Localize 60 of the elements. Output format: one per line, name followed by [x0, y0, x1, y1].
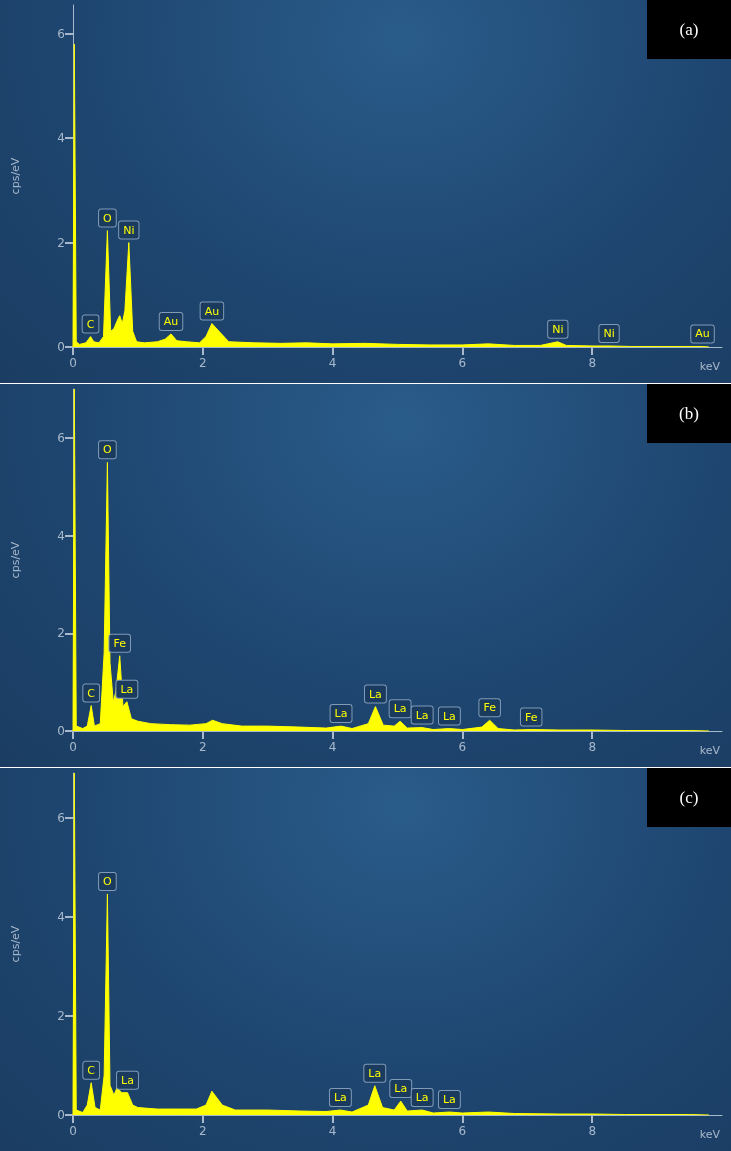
y-axis-title: cps/eV: [9, 925, 22, 963]
x-axis-title: keV: [699, 744, 721, 757]
y-tick-label: 4: [57, 131, 65, 146]
annotation: La: [333, 1091, 347, 1105]
annotation: Fe: [524, 710, 538, 724]
annotation: Au: [695, 327, 710, 341]
x-tick-label: 4: [328, 1124, 337, 1138]
annotation: C: [87, 1063, 96, 1077]
annotation: Fe: [483, 701, 497, 715]
y-axis-title: cps/eV: [9, 157, 22, 195]
annotation: O: [103, 211, 113, 225]
annotation: La: [369, 687, 382, 701]
annotation: Ni: [552, 322, 564, 336]
x-tick-label: 2: [198, 740, 207, 754]
x-axis-title: keV: [699, 360, 721, 373]
annotation: La: [393, 702, 407, 716]
x-tick-label: 0: [69, 740, 77, 754]
y-tick-label: 2: [57, 626, 65, 641]
annotation: C: [87, 686, 96, 700]
y-tick-label: 6: [57, 810, 65, 825]
annotation: O: [103, 874, 113, 888]
annotation: La: [368, 1066, 382, 1080]
annotation: La: [334, 707, 348, 721]
y-axis-title: cps/eV: [9, 541, 22, 579]
x-tick-label: 6: [458, 1124, 467, 1138]
x-tick-label: 8: [588, 740, 597, 754]
x-tick-label: 6: [458, 356, 467, 370]
x-tick-label: 0: [69, 1124, 77, 1138]
annotation: La: [442, 1093, 456, 1107]
y-tick-label: 0: [57, 1108, 65, 1122]
y-tick-label: 4: [57, 528, 65, 543]
annotation: La: [442, 709, 456, 723]
x-tick-label: 2: [198, 356, 207, 370]
y-tick-label: 2: [57, 1008, 65, 1023]
annotation: La: [415, 1091, 429, 1105]
annotation: La: [394, 1082, 408, 1096]
annotation: Au: [163, 314, 179, 328]
x-axis-title: keV: [699, 1128, 721, 1141]
x-tick-label: 8: [588, 1124, 597, 1138]
x-tick-label: 2: [198, 1124, 207, 1138]
annotation: La: [415, 708, 429, 722]
y-tick-label: 6: [57, 26, 65, 41]
annotation: O: [103, 443, 113, 457]
annotation: La: [121, 1073, 134, 1087]
x-tick-label: 4: [328, 356, 337, 370]
y-tick-label: 0: [57, 340, 65, 354]
x-tick-label: 4: [328, 740, 337, 754]
x-tick-label: 6: [458, 740, 467, 754]
annotation: Ni: [603, 326, 615, 340]
x-tick-label: 8: [588, 356, 597, 370]
annotation: Ni: [123, 223, 135, 237]
y-tick-label: 4: [57, 909, 65, 924]
annotation: La: [120, 682, 134, 696]
annotation: Fe: [113, 636, 127, 650]
y-tick-label: 0: [57, 724, 65, 738]
annotation: Au: [204, 304, 220, 318]
y-tick-label: 6: [57, 430, 65, 445]
x-tick-label: 0: [69, 356, 77, 370]
y-tick-label: 2: [57, 235, 65, 250]
annotation: C: [86, 317, 95, 331]
